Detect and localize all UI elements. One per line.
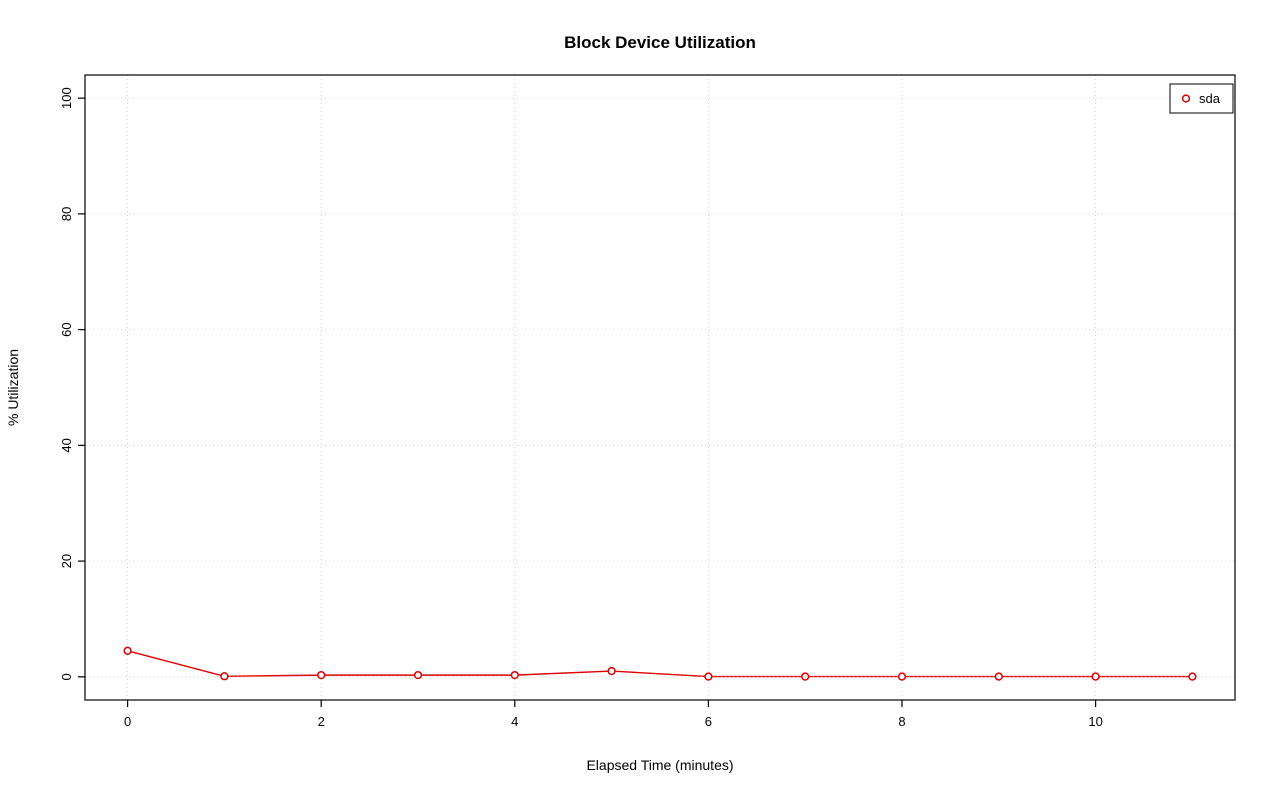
x-tick-label: 10 [1088, 714, 1102, 729]
x-tick-label: 4 [511, 714, 518, 729]
grid-lines [85, 75, 1235, 700]
data-point-sda [220, 672, 229, 681]
series-lines [127, 650, 1193, 678]
data-point-sda [413, 670, 423, 680]
x-tick-label: 2 [318, 714, 325, 729]
y-tick-label: 100 [59, 87, 74, 109]
plot-border [84, 74, 1236, 701]
data-point-sda [704, 672, 713, 681]
data-point-sda [994, 672, 1003, 681]
x-tick-label: 6 [705, 714, 712, 729]
y-tick-label: 40 [59, 438, 74, 452]
y-tick-label: 80 [59, 207, 74, 221]
legend: sda [1169, 83, 1234, 114]
data-point-sda [607, 666, 616, 676]
legend-marker-sda [1181, 94, 1191, 103]
axis-labels: Block Device Utilization Elapsed Time (mi… [5, 33, 756, 773]
data-point-sda [510, 670, 519, 680]
legend-box [1169, 83, 1234, 114]
data-point-sda [897, 672, 907, 681]
x-tick-label: 8 [898, 714, 905, 729]
y-tick-label: 20 [59, 554, 74, 568]
series-markers [123, 646, 1197, 681]
x-tick-label: 0 [124, 714, 131, 729]
series-line-sda [127, 650, 1193, 678]
chart-title: Block Device Utilization [564, 33, 756, 52]
legend-label-sda: sda [1199, 91, 1221, 106]
y-tick-label: 0 [59, 673, 74, 680]
y-axis-label: % Utilization [5, 349, 21, 426]
y-tick-label: 60 [59, 322, 74, 336]
data-point-sda [1188, 672, 1197, 681]
data-point-sda [317, 670, 326, 680]
x-axis-label: Elapsed Time (minutes) [586, 757, 733, 773]
data-point-sda [801, 672, 810, 681]
data-point-sda [1091, 672, 1100, 681]
data-point-sda [123, 646, 132, 655]
